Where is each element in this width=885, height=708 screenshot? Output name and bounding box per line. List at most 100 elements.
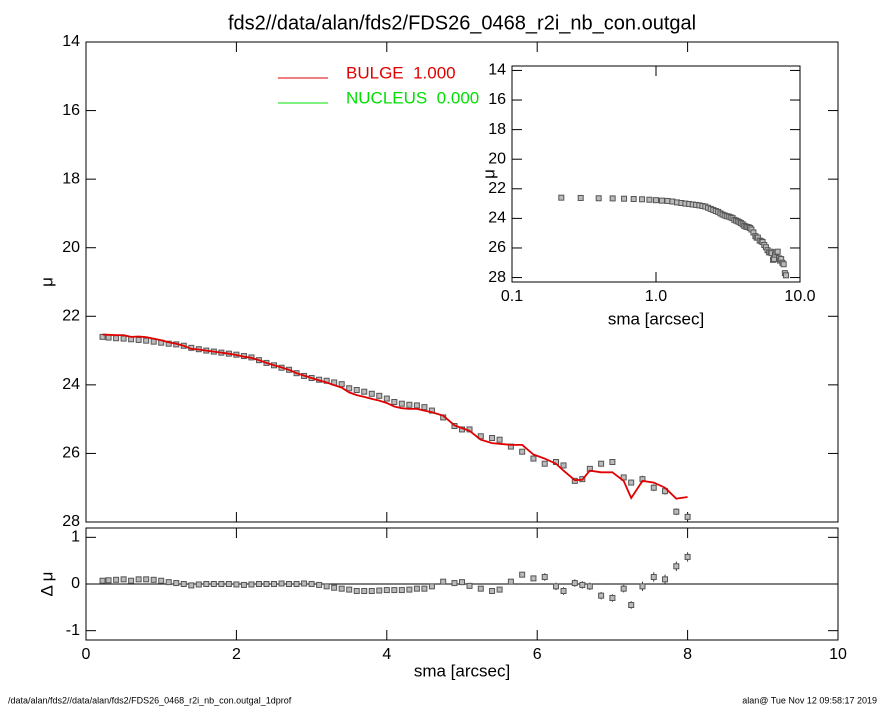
data-point xyxy=(496,436,503,443)
data-point xyxy=(595,195,602,202)
data-point xyxy=(530,455,537,462)
data-point xyxy=(286,581,293,587)
data-point xyxy=(398,587,405,594)
data-point xyxy=(353,588,360,594)
data-point xyxy=(195,581,202,588)
y-tick-label: 24 xyxy=(488,210,506,227)
y-tick-label: 14 xyxy=(62,33,80,50)
data-point xyxy=(120,576,127,583)
y-tick-label: 22 xyxy=(488,180,506,197)
data-point xyxy=(361,388,368,395)
x-tick-label: 0 xyxy=(82,646,91,663)
data-point xyxy=(477,585,484,592)
data-point xyxy=(165,579,172,586)
plot-frame xyxy=(85,41,839,523)
data-point xyxy=(684,513,691,520)
data-point xyxy=(558,194,565,201)
data-point xyxy=(621,195,628,202)
data-point xyxy=(413,402,420,409)
data-point xyxy=(301,580,308,587)
data-point xyxy=(203,581,210,587)
model-line xyxy=(102,333,688,500)
data-point xyxy=(113,576,120,583)
data-point xyxy=(135,576,142,583)
data-point xyxy=(646,196,653,203)
data-point xyxy=(406,586,413,593)
legend-label: BULGE 1.000 xyxy=(346,63,456,82)
data-point xyxy=(459,579,465,586)
data-point xyxy=(662,576,669,583)
data-point xyxy=(639,583,646,590)
data-point xyxy=(519,571,526,578)
y-tick-label: 28 xyxy=(488,269,506,286)
data-point xyxy=(650,484,657,491)
data-point xyxy=(586,583,593,590)
data-point xyxy=(346,385,353,392)
data-point xyxy=(346,586,353,593)
x-axis-label: sma [arcsec] xyxy=(414,661,510,680)
data-point xyxy=(428,583,435,590)
data-point xyxy=(496,586,503,593)
data-point xyxy=(143,576,150,583)
y-tick-label: 18 xyxy=(488,121,506,138)
data-point xyxy=(507,578,514,585)
data-point xyxy=(609,595,616,601)
y-axis-label: μ xyxy=(37,277,56,287)
data-point xyxy=(158,577,165,584)
data-point xyxy=(571,580,578,587)
data-point xyxy=(225,581,232,587)
y-tick-label: 28 xyxy=(62,513,80,530)
data-point xyxy=(143,337,150,344)
inset-bg xyxy=(512,66,800,282)
data-point xyxy=(406,401,413,408)
data-point xyxy=(609,459,616,465)
data-point xyxy=(466,582,473,589)
data-point xyxy=(368,588,375,594)
data-point xyxy=(255,581,262,587)
chart-title: fds2//data/alan/fds2/FDS26_0468_r2i_nb_c… xyxy=(228,12,696,34)
y-tick-label: 24 xyxy=(62,376,80,393)
data-point xyxy=(218,581,225,587)
data-point xyxy=(628,602,635,608)
data-point xyxy=(376,392,383,399)
x-axis-label: sma [arcsec] xyxy=(608,309,704,328)
data-point xyxy=(421,585,428,592)
data-point xyxy=(673,563,680,570)
data-point xyxy=(165,340,172,347)
data-point xyxy=(271,581,277,587)
data-point xyxy=(99,577,106,584)
data-point xyxy=(383,395,390,402)
data-point xyxy=(391,399,398,405)
data-point xyxy=(541,574,548,580)
data-point xyxy=(391,587,398,594)
data-point xyxy=(639,196,646,203)
y-tick-label: 20 xyxy=(62,239,80,256)
footer-right: alan@ Tue Nov 12 09:58:17 2019 xyxy=(742,695,877,705)
data-point xyxy=(188,582,195,589)
x-tick-label: 8 xyxy=(683,646,692,663)
legend-label: NUCLEUS 0.000 xyxy=(346,88,479,107)
data-point xyxy=(653,197,659,204)
data-point xyxy=(451,580,458,587)
data-point xyxy=(113,335,120,342)
data-point xyxy=(263,581,270,587)
data-point xyxy=(630,196,637,203)
y-tick-label: 16 xyxy=(62,102,80,119)
data-point xyxy=(323,583,330,590)
data-point xyxy=(338,381,345,388)
x-tick-label: 4 xyxy=(382,646,391,663)
data-point xyxy=(105,577,112,584)
data-point xyxy=(316,581,323,588)
data-point xyxy=(684,553,691,560)
data-point xyxy=(620,585,627,592)
data-point xyxy=(120,335,127,342)
data-point xyxy=(248,581,255,588)
x-tick-label: 10.0 xyxy=(784,288,815,305)
data-point xyxy=(780,261,787,268)
data-point xyxy=(673,508,680,515)
data-point xyxy=(338,585,345,592)
y-tick-label: 18 xyxy=(62,170,80,187)
data-point xyxy=(421,404,428,411)
data-point xyxy=(577,194,584,201)
data-point xyxy=(664,197,671,204)
